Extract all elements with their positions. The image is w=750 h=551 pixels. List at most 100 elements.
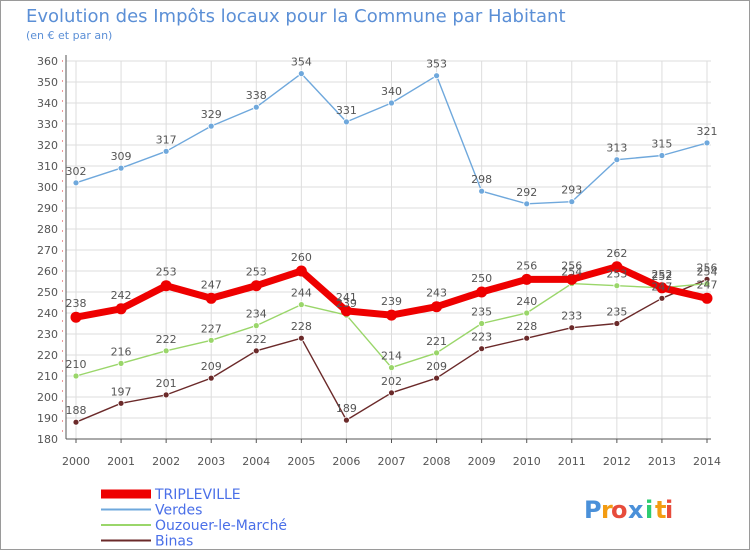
data-point	[478, 187, 486, 195]
series-layer	[70, 70, 713, 426]
data-point	[658, 152, 666, 159]
y-tick-label: 290	[37, 202, 58, 215]
data-label: 222	[156, 333, 177, 346]
y-tick-label: 240	[37, 307, 58, 320]
data-label: 353	[426, 58, 447, 71]
data-label: 315	[651, 138, 672, 151]
data-label: 228	[516, 320, 537, 333]
y-tick-label: 250	[37, 286, 58, 299]
data-label: 329	[201, 108, 222, 121]
data-label: 317	[156, 133, 177, 146]
data-point	[297, 334, 305, 342]
legend-label: Binas	[155, 534, 193, 550]
data-point	[568, 198, 576, 206]
chart-title: Evolution des Impôts locaux pour la Comm…	[26, 6, 566, 27]
data-label: 252	[651, 268, 672, 281]
label-layer: 188 197 201 209 222 228 189 202 209 223 228 233 235 2…	[66, 56, 718, 418]
data-point	[297, 70, 305, 77]
data-label: 239	[381, 295, 402, 308]
data-point	[523, 200, 531, 208]
data-point	[388, 389, 395, 397]
data-point	[343, 416, 350, 424]
data-label: 247	[697, 278, 718, 291]
y-tick-label: 360	[37, 55, 58, 68]
data-label: 209	[426, 360, 447, 373]
data-label: 228	[291, 320, 312, 333]
data-point	[162, 347, 170, 355]
x-tick-label: 2002	[152, 455, 180, 468]
data-point	[207, 122, 215, 130]
data-point	[72, 179, 80, 187]
data-label: 292	[516, 186, 537, 199]
data-label: 293	[561, 184, 582, 197]
data-label: 243	[426, 287, 447, 300]
logo-letter: x	[628, 496, 644, 524]
data-label: 256	[697, 261, 718, 274]
data-point	[160, 280, 172, 292]
x-tick-label: 2009	[468, 455, 496, 468]
data-label: 254	[561, 266, 582, 279]
data-point	[658, 294, 666, 302]
data-point	[117, 164, 125, 172]
data-point	[703, 280, 711, 288]
data-point	[433, 349, 440, 357]
data-label: 298	[471, 173, 492, 186]
x-tick-label: 2004	[242, 455, 270, 468]
data-point	[566, 273, 578, 285]
data-point	[252, 347, 260, 355]
data-label: 256	[516, 259, 537, 272]
data-label: 354	[291, 56, 312, 69]
y-tick-label: 320	[37, 139, 58, 152]
data-label: 223	[471, 331, 492, 344]
data-point	[611, 261, 623, 273]
data-point	[478, 345, 486, 353]
data-label: 216	[111, 345, 132, 358]
data-label: 235	[606, 306, 627, 319]
y-tick-label: 230	[37, 328, 58, 341]
data-point	[478, 320, 486, 327]
y-tick-label: 210	[37, 370, 58, 383]
data-label: 309	[111, 150, 132, 163]
logo-letter: i	[645, 496, 653, 524]
data-label: 235	[471, 306, 492, 319]
data-label: 233	[561, 310, 582, 323]
y-tick-label: 260	[37, 265, 58, 278]
data-point	[701, 292, 713, 304]
data-point	[613, 156, 621, 164]
data-label: 221	[426, 335, 447, 348]
data-label: 238	[66, 297, 87, 310]
data-label: 256	[561, 259, 582, 272]
data-label: 239	[336, 297, 357, 310]
data-label: 240	[516, 295, 537, 308]
data-point	[343, 118, 350, 126]
data-label: 253	[246, 266, 267, 279]
data-point	[72, 372, 80, 380]
data-point	[386, 309, 397, 321]
data-point	[433, 374, 440, 382]
x-tick-label: 2012	[603, 455, 631, 468]
x-tick-label: 2011	[558, 455, 586, 468]
x-tick-label: 2008	[423, 455, 451, 468]
data-label: 197	[111, 385, 132, 398]
data-label: 227	[201, 322, 222, 335]
data-point	[70, 311, 82, 323]
x-tick-label: 2013	[648, 455, 676, 468]
data-point	[613, 320, 621, 327]
data-label: 313	[606, 142, 627, 155]
y-tick-label: 180	[37, 433, 58, 446]
data-point	[252, 322, 260, 330]
data-label: 338	[246, 89, 267, 102]
data-label: 262	[606, 247, 627, 260]
x-tick-label: 2014	[693, 455, 721, 468]
data-label: 189	[336, 402, 357, 415]
chart-subtitle: (en € et par an)	[26, 29, 112, 42]
data-label: 247	[651, 280, 672, 293]
data-label: 234	[246, 308, 267, 321]
data-label: 202	[381, 375, 402, 388]
data-point	[703, 139, 711, 147]
data-point	[117, 359, 125, 367]
data-point	[340, 305, 352, 317]
